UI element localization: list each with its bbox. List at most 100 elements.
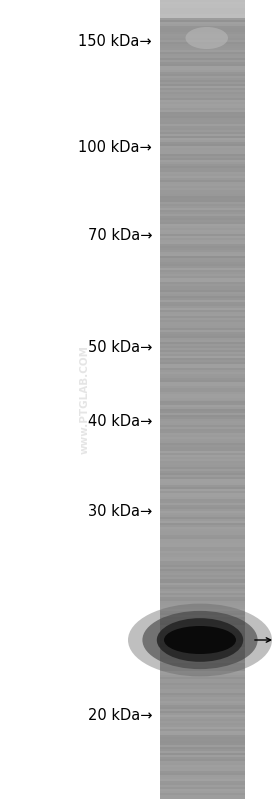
Bar	[160, 166, 245, 169]
Bar	[160, 369, 245, 372]
Bar	[160, 563, 245, 566]
Bar	[160, 493, 245, 496]
Bar	[160, 100, 245, 102]
Bar	[160, 68, 245, 70]
Bar	[160, 32, 245, 34]
Bar	[160, 529, 245, 532]
Bar	[160, 121, 245, 125]
Bar	[160, 559, 245, 562]
Bar	[160, 6, 245, 9]
Bar	[160, 214, 245, 217]
Bar	[160, 571, 245, 574]
Bar	[160, 521, 245, 524]
Bar	[160, 397, 245, 400]
Bar	[160, 433, 245, 436]
Bar	[160, 140, 245, 142]
Bar	[160, 317, 245, 320]
Bar	[160, 615, 245, 618]
Bar	[160, 789, 245, 792]
Bar	[160, 249, 245, 252]
Bar	[160, 711, 245, 714]
Bar	[160, 10, 245, 13]
Bar	[160, 206, 245, 209]
Bar	[160, 797, 245, 799]
Bar	[160, 142, 245, 145]
Bar	[160, 326, 245, 328]
Bar	[160, 74, 245, 77]
Bar	[160, 64, 245, 66]
Bar	[160, 228, 245, 230]
Bar	[160, 743, 245, 745]
Bar	[160, 186, 245, 189]
Bar	[160, 751, 245, 753]
Bar	[160, 755, 245, 757]
Bar	[160, 145, 245, 149]
Bar	[160, 208, 245, 210]
Text: 50 kDa→: 50 kDa→	[88, 340, 152, 356]
Bar	[160, 537, 245, 540]
Bar	[160, 683, 245, 686]
Bar	[160, 104, 245, 106]
Bar	[160, 276, 245, 278]
Bar	[160, 443, 245, 446]
Bar	[160, 617, 245, 620]
Bar	[160, 152, 245, 154]
Bar	[160, 489, 245, 492]
Bar	[160, 160, 245, 162]
Bar	[160, 12, 245, 14]
Bar	[160, 232, 245, 234]
Text: 30 kDa→: 30 kDa→	[88, 504, 152, 519]
Bar	[160, 221, 245, 225]
Bar	[160, 547, 245, 550]
Bar	[160, 739, 245, 741]
Bar	[160, 204, 245, 206]
Bar	[160, 332, 245, 334]
Bar	[160, 691, 245, 694]
Bar	[160, 88, 245, 90]
Bar	[160, 725, 245, 728]
Bar	[160, 284, 245, 286]
Bar	[160, 463, 245, 466]
Bar	[160, 300, 245, 302]
Bar	[160, 699, 245, 702]
Bar	[160, 566, 245, 568]
Bar	[160, 216, 245, 218]
Bar	[160, 304, 245, 306]
Bar	[160, 582, 245, 584]
Bar	[160, 34, 245, 37]
Bar	[160, 44, 245, 46]
Bar	[160, 731, 245, 733]
Bar	[160, 457, 245, 460]
Bar	[160, 244, 245, 246]
Bar	[160, 278, 245, 280]
Bar	[160, 487, 245, 490]
Bar	[160, 478, 245, 480]
Bar	[160, 623, 245, 626]
Bar	[160, 193, 245, 197]
Bar	[160, 447, 245, 450]
Bar	[160, 148, 245, 150]
Bar	[160, 2, 245, 5]
Bar	[160, 30, 245, 33]
Bar	[160, 92, 245, 94]
Bar	[160, 236, 245, 238]
Bar	[160, 176, 245, 178]
Bar	[160, 714, 245, 716]
Bar	[160, 52, 245, 54]
Bar	[160, 542, 245, 544]
Bar	[160, 80, 245, 82]
Bar	[160, 583, 245, 586]
Bar	[160, 388, 245, 390]
Bar	[160, 248, 245, 250]
Bar	[160, 170, 245, 173]
Text: 70 kDa→: 70 kDa→	[87, 229, 152, 244]
Bar	[160, 133, 245, 137]
Bar	[160, 345, 245, 348]
Bar	[160, 607, 245, 610]
Bar	[160, 86, 245, 89]
Bar	[160, 430, 245, 432]
Bar	[160, 510, 245, 512]
Bar	[160, 718, 245, 720]
Bar	[160, 353, 245, 356]
Ellipse shape	[128, 603, 272, 677]
